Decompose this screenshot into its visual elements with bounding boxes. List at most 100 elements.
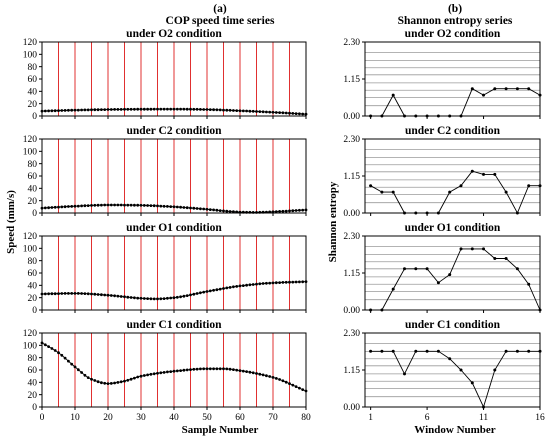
speed-o1-point-17 [96, 293, 100, 296]
speed-c1-ytick-label-0: 0 [32, 403, 37, 413]
speed-o2-point-26 [126, 107, 130, 111]
speed-c1-point-8 [67, 359, 70, 363]
speed-o2-point-10 [73, 108, 77, 112]
entropy-c1-point-15 [538, 349, 542, 353]
entropy-o1-point-0 [369, 308, 373, 312]
right-column-title: Shannon entropy series [398, 15, 513, 27]
speed-c1-point-58 [232, 368, 235, 371]
speed-c2-point-33 [149, 204, 153, 208]
entropy-o2-point-9 [470, 87, 474, 91]
entropy-o1-point-10 [482, 247, 485, 251]
speed-o2-ytick-label-1: 20 [28, 100, 38, 110]
speed-o2-point-14 [86, 108, 90, 112]
speed-c1-point-79 [301, 388, 305, 391]
speed-c1-point-77 [294, 385, 298, 388]
speed-o1-point-31 [142, 297, 146, 300]
speed-o1-point-72 [278, 281, 281, 284]
speed-o1-point-70 [271, 281, 275, 285]
speed-c1-point-29 [136, 375, 140, 379]
speed-c2-point-13 [83, 204, 87, 208]
speed-o1-ytick-label-4: 80 [28, 257, 38, 267]
speed-o2-point-13 [83, 108, 87, 112]
speed-c1-point-0 [40, 341, 44, 345]
speed-c2-point-71 [274, 210, 278, 214]
speed-c1-point-2 [47, 345, 50, 348]
speed-o1-point-36 [159, 297, 163, 301]
speed-c1-point-9 [70, 362, 74, 366]
speed-c2-point-8 [67, 205, 70, 208]
speed-c2-point-35 [156, 204, 159, 208]
speed-c1-point-16 [93, 379, 97, 382]
entropy-c1-point-14 [527, 349, 531, 353]
entropy-o1-series-line [370, 248, 541, 311]
entropy-c2-point-8 [459, 184, 463, 188]
speed-c1-xtick-label-3: 30 [136, 413, 146, 423]
speed-c1-point-51 [208, 367, 212, 371]
speed-o1-point-33 [149, 297, 153, 301]
speed-c2-point-9 [70, 205, 74, 208]
speed-o1-point-58 [232, 285, 235, 289]
entropy-c2-point-4 [414, 211, 418, 215]
entropy-o1-point-12 [504, 257, 508, 260]
right-y-axis-label: Shannon entropy [327, 181, 339, 262]
entropy-o2-title: under O2 condition [405, 28, 501, 40]
speed-c2-point-31 [142, 204, 146, 207]
speed-c2-point-24 [119, 203, 123, 207]
speed-o1-point-40 [172, 296, 176, 300]
speed-c2-title: under C2 condition [126, 125, 222, 137]
speed-o1-point-10 [73, 292, 77, 295]
entropy-o1-point-9 [470, 247, 474, 251]
speed-c1-point-43 [182, 368, 186, 372]
entropy-o1-point-7 [448, 273, 452, 277]
speed-c1-point-27 [129, 377, 133, 381]
speed-o1-point-65 [255, 282, 258, 286]
speed-o1-point-24 [119, 295, 123, 298]
speed-c1-point-72 [278, 378, 281, 381]
speed-c2-ytick-label-4: 80 [28, 160, 38, 170]
entropy-c2-point-14 [527, 184, 531, 188]
speed-c2-point-32 [146, 204, 150, 207]
speed-o1-point-3 [50, 292, 54, 296]
speed-o2-point-44 [185, 107, 189, 111]
speed-c2-point-0 [40, 206, 44, 210]
speed-c1-point-4 [53, 349, 57, 352]
speed-o1-point-6 [60, 292, 64, 295]
entropy-o2-point-14 [527, 87, 531, 91]
speed-o1-point-46 [192, 292, 196, 296]
speed-o2-point-45 [189, 107, 192, 111]
speed-c2-point-37 [162, 204, 166, 208]
speed-o2-point-71 [274, 111, 278, 114]
speed-c1-point-37 [162, 371, 166, 374]
speed-o2-point-6 [60, 109, 64, 112]
speed-o1-point-62 [245, 283, 249, 287]
speed-c1-xtick-label-4: 40 [169, 413, 179, 423]
speed-o2-point-0 [40, 109, 44, 113]
speed-o2-point-54 [218, 108, 222, 112]
speed-c2-point-2 [47, 206, 50, 210]
speed-c1-point-68 [265, 374, 268, 378]
speed-o2-point-62 [245, 109, 249, 113]
speed-o1-point-32 [146, 297, 150, 300]
entropy-o1-ytick-label-1: 1.15 [343, 269, 360, 279]
speed-o1-point-18 [100, 293, 103, 297]
entropy-o2-series-line [370, 88, 541, 117]
speed-o1-point-56 [225, 286, 229, 290]
speed-c2-point-18 [100, 203, 103, 207]
left-column-title: COP speed time series [166, 15, 275, 27]
speed-o2-point-18 [100, 108, 103, 111]
entropy-o2-ytick-label-1: 1.15 [343, 75, 360, 85]
speed-o1-ytick-label-1: 20 [28, 294, 38, 304]
speed-o1-point-44 [185, 294, 189, 297]
speed-c2-point-65 [255, 211, 258, 214]
speed-o1-point-74 [284, 280, 288, 284]
entropy-o1-point-14 [527, 282, 531, 286]
speed-c1-ytick-label-6: 120 [23, 329, 38, 339]
speed-o2-point-60 [238, 109, 242, 113]
speed-c1-point-76 [291, 383, 295, 387]
speed-o2-point-80 [304, 112, 308, 116]
speed-o2-point-21 [109, 108, 113, 111]
speed-c1-point-18 [100, 381, 103, 385]
speed-c1-xtick-label-7: 70 [268, 413, 278, 423]
speed-o1-point-2 [47, 292, 50, 296]
speed-c1-point-5 [57, 351, 60, 355]
